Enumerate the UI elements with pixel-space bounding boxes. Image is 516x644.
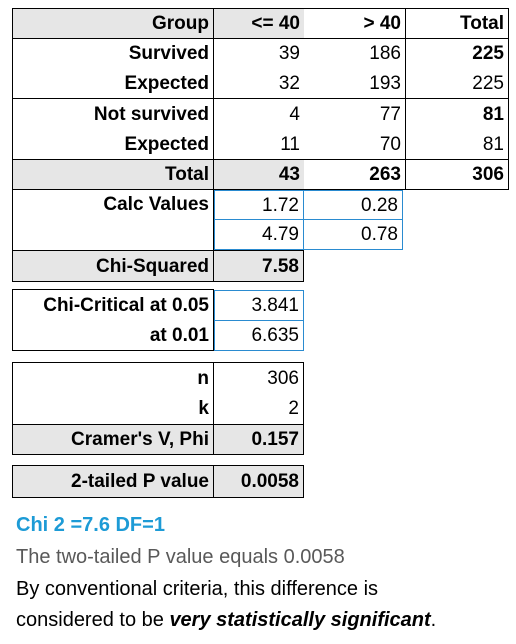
calc-value-r2c1: 4.79 [214,219,304,250]
chi-summary: Chi 2 =7.6 DF=1 [16,514,165,536]
calc-value-r1c2: 0.28 [303,190,403,220]
k-label: k [198,398,209,419]
calc-value-r1c1: 1.72 [214,190,304,220]
calc-value-r2c2: 0.78 [303,219,403,250]
header-group: Group [13,9,213,38]
cell-not-survived-total: 81 [482,103,504,125]
cramer-label: Cramer's V, Phi [13,425,213,454]
row-label-not-survived: Not survived [93,103,209,125]
chi-squared-value: 7.58 [214,251,303,281]
header-col2: > 40 [363,13,401,34]
chi-critical-001-value: 6.635 [214,320,304,351]
chi-squared-divider [213,250,214,282]
chi-critical-001-label: at 0.01 [149,324,209,346]
cell-survived-col1: 39 [278,43,300,64]
chi-squared-label: Chi-Squared [13,251,213,281]
pvalue-frame [12,465,304,498]
pvalue-sentence: The two-tailed P value equals 0.0058 [16,546,345,568]
pvalue-label: 2-tailed P value [13,466,213,497]
association-divider [213,362,214,455]
association-frame [12,362,304,455]
n-label: n [197,367,209,389]
table-divider [12,98,509,99]
table-divider [12,159,509,160]
cell-not-survived-expected-col2: 70 [379,133,401,155]
cell-survived-col2: 186 [369,43,401,64]
cell-not-survived-expected-total: 81 [482,133,504,155]
cell-not-survived-col2: 77 [379,103,401,125]
calc-values-label-frame [12,189,214,251]
cell-not-survived-col1: 4 [289,103,300,125]
table-frame [12,8,509,190]
row-label-survived: Survived [128,43,209,64]
pvalue-value: 0.0058 [214,466,303,497]
table-divider [12,38,509,39]
association-divider [12,424,304,425]
cell-survived-total: 225 [472,43,504,64]
header-col1: <= 40 [214,9,304,38]
row-label-total: Total [13,160,213,189]
conclusion-prefix: considered to be [16,609,170,631]
conclusion-line-2: considered to be very statistically sign… [16,609,436,632]
header-total: Total [460,13,504,34]
calc-values-label: Calc Values [103,194,209,215]
table-divider [213,8,214,190]
cell-survived-expected-col1: 32 [278,73,300,94]
chi-critical-005-label: Chi-Critical at 0.05 [43,294,209,316]
cell-total-col2: 263 [369,164,401,185]
chi-squared-frame [12,250,304,282]
significance-emphasis: very statistically significant [169,609,431,631]
row-label-expected: Expected [124,73,209,94]
critical-label-frame [12,289,214,351]
cell-not-survived-expected-col1: 11 [280,133,300,155]
row-label-expected: Expected [124,133,209,155]
pvalue-divider [213,465,214,498]
cramer-value: 0.157 [214,425,303,454]
k-value: 2 [288,398,299,419]
conclusion-end: . [430,609,437,631]
cell-total-total: 306 [472,164,504,185]
table-divider [405,8,406,190]
n-value: 306 [267,367,299,389]
cell-survived-expected-total: 225 [472,73,504,94]
cell-survived-expected-col2: 193 [369,73,401,94]
chi-critical-005-value: 3.841 [214,290,304,321]
cell-total-col1: 43 [214,160,304,189]
conclusion-line-1: By conventional criteria, this differenc… [16,578,379,600]
